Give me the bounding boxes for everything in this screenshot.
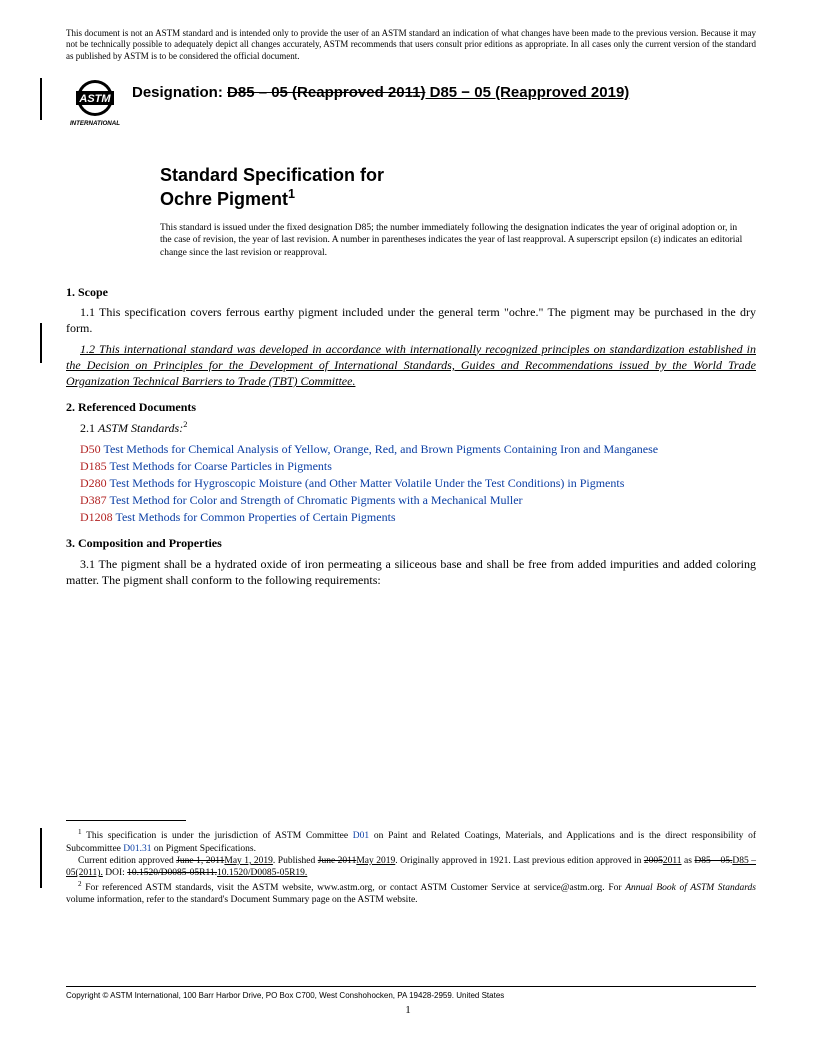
- section-2-head: 2. Referenced Documents: [66, 399, 756, 415]
- svg-text:ASTM: ASTM: [78, 93, 111, 105]
- footnote-1-line2: Current edition approved June 1, 2011May…: [66, 855, 756, 880]
- disclaimer-text: This document is not an ASTM standard an…: [66, 28, 756, 62]
- footnote-1: 1 This specification is under the jurisd…: [66, 828, 756, 855]
- title-line-2: Ochre Pigment: [160, 189, 288, 209]
- designation-line: Designation: D85 – 05 (Reapproved 2011) …: [132, 78, 629, 101]
- para-1-2: 1.2 This international standard was deve…: [66, 341, 756, 390]
- change-bar-3: [40, 828, 42, 888]
- designation-label: Designation:: [132, 84, 227, 101]
- ref-d387: D387 Test Method for Color and Strength …: [80, 492, 756, 508]
- section-3-head: 3. Composition and Properties: [66, 535, 756, 551]
- designation-new: D85 − 05 (Reapproved 2019): [425, 84, 629, 101]
- para-3-1: 3.1 The pigment shall be a hydrated oxid…: [66, 556, 756, 588]
- title-footnote-ref: 1: [288, 187, 295, 201]
- body-text: 1. Scope 1.1 This specification covers f…: [66, 274, 756, 592]
- header-block: ASTM INTERNATIONAL Designation: D85 – 05…: [66, 78, 756, 133]
- change-bar-1: [40, 78, 42, 120]
- title-block: Standard Specification for Ochre Pigment…: [160, 164, 756, 210]
- designation-old: D85 – 05 (Reapproved 2011): [227, 84, 425, 101]
- change-bar-2: [40, 323, 42, 363]
- footnote-rule: [66, 820, 186, 821]
- issuance-note: This standard is issued under the fixed …: [160, 222, 750, 259]
- para-2-1: 2.1 ASTM Standards:2: [66, 419, 756, 436]
- ref-d280: D280 Test Methods for Hygroscopic Moistu…: [80, 475, 756, 491]
- copyright-line: Copyright © ASTM International, 100 Barr…: [66, 986, 756, 1000]
- ref-d1208: D1208 Test Methods for Common Properties…: [80, 509, 756, 525]
- footnote-2: 2 For referenced ASTM standards, visit t…: [66, 880, 756, 907]
- referenced-documents-list: D50 Test Methods for Chemical Analysis o…: [80, 441, 756, 526]
- ref-d185: D185 Test Methods for Coarse Particles i…: [80, 458, 756, 474]
- ref-d50: D50 Test Methods for Chemical Analysis o…: [80, 441, 756, 457]
- page-number: 1: [0, 1004, 816, 1016]
- astm-logo: ASTM INTERNATIONAL: [66, 78, 124, 133]
- section-1-head: 1. Scope: [66, 284, 756, 300]
- para-1-1: 1.1 This specification covers ferrous ea…: [66, 304, 756, 336]
- svg-text:INTERNATIONAL: INTERNATIONAL: [70, 120, 120, 127]
- title-line-1: Standard Specification for: [160, 165, 384, 185]
- footnotes: 1 This specification is under the jurisd…: [66, 828, 756, 906]
